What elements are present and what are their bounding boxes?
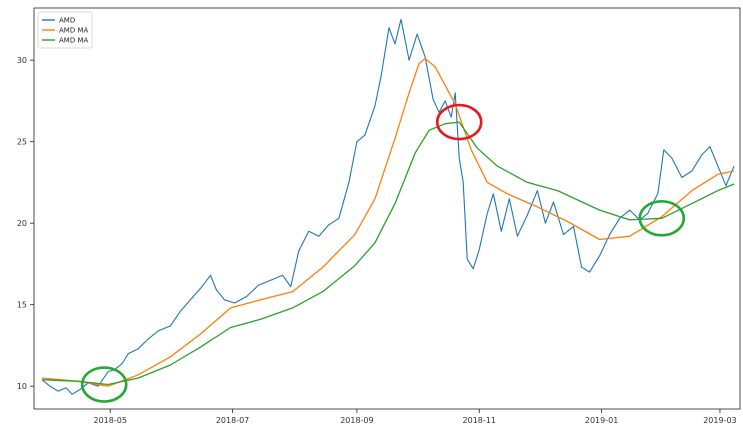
y-tick-label: 15 bbox=[17, 301, 27, 310]
series-line-3 bbox=[41, 121, 735, 386]
y-tick-label: 25 bbox=[17, 138, 27, 147]
x-axis: 2018-05 2018-07 2018-09 2018-11 2019-01 2019-… bbox=[93, 409, 737, 425]
y-axis: 10 15 20 25 30 bbox=[17, 56, 34, 391]
annotation-layer bbox=[80, 103, 686, 403]
legend-label-2: AMD MA bbox=[59, 27, 88, 35]
y-tick-label: 10 bbox=[17, 382, 27, 391]
highlight-circle-3 bbox=[638, 199, 686, 237]
legend-box bbox=[37, 11, 93, 49]
legend-label-3: AMD MA bbox=[59, 37, 88, 45]
x-tick-label: 2019-03 bbox=[703, 416, 736, 425]
highlight-circle-2 bbox=[435, 103, 483, 141]
y-tick-label: 30 bbox=[17, 56, 27, 65]
x-tick-label: 2018-09 bbox=[340, 416, 373, 425]
series-line-2 bbox=[41, 57, 735, 387]
highlight-circle-1 bbox=[80, 366, 128, 403]
plot-frame bbox=[33, 7, 741, 410]
x-tick-label: 2018-11 bbox=[463, 416, 496, 425]
x-tick-label: 2018-05 bbox=[93, 416, 126, 425]
legend: AMD AMD MA AMD MA bbox=[37, 11, 93, 49]
y-tick-label: 20 bbox=[17, 219, 27, 228]
x-tick-label: 2018-07 bbox=[216, 416, 249, 425]
series-layer bbox=[41, 18, 735, 395]
series-line-1 bbox=[41, 18, 735, 395]
legend-label-1: AMD bbox=[59, 17, 75, 25]
x-tick-label: 2019-01 bbox=[585, 416, 618, 425]
